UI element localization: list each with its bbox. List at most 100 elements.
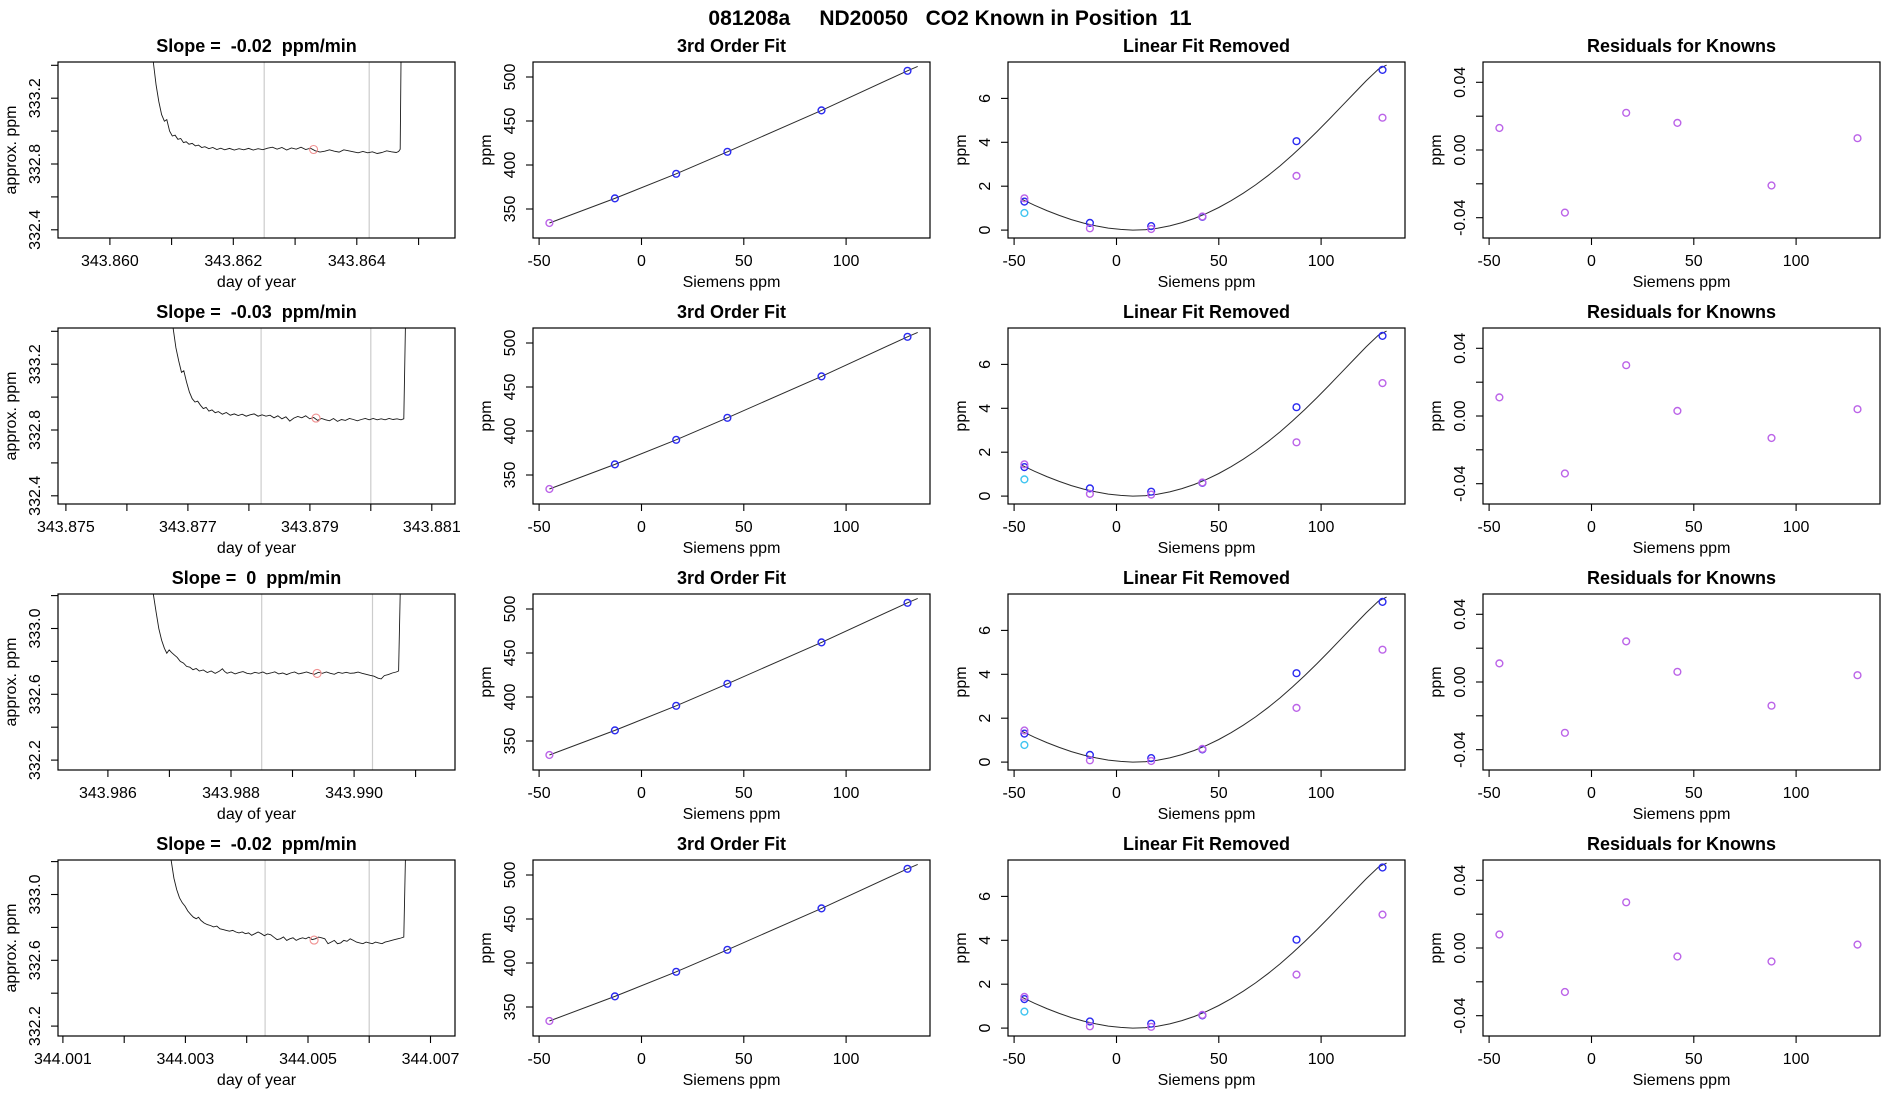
second-sample-marker bbox=[1085, 224, 1095, 233]
y-tick-label: 350 bbox=[502, 462, 519, 489]
x-tick-label: 0 bbox=[1587, 1051, 1596, 1068]
flagged-marker bbox=[1020, 740, 1029, 750]
chart-title: Residuals for Knowns bbox=[1587, 36, 1776, 56]
chart-svg: -50 0 50 100 350 400 450 500 3rd Order Fit Siemen… bbox=[478, 834, 931, 1089]
timeseries-line bbox=[152, 61, 402, 154]
residual-marker bbox=[1853, 405, 1862, 414]
second-sample-marker bbox=[1198, 744, 1207, 754]
y-axis-label: ppm bbox=[953, 134, 970, 165]
y-tick-label: 0.04 bbox=[1452, 865, 1469, 896]
y-axis-label: ppm bbox=[953, 400, 970, 431]
x-tick-label: 343.988 bbox=[202, 785, 260, 802]
plot-frame bbox=[1482, 859, 1881, 1037]
known-marker bbox=[723, 945, 732, 954]
x-tick-label: -50 bbox=[1003, 519, 1026, 536]
x-tick-label: 344.005 bbox=[279, 1051, 337, 1068]
residual-marker bbox=[1673, 406, 1682, 416]
flagged-marker bbox=[1020, 1007, 1029, 1016]
plot-frame bbox=[532, 593, 931, 771]
x-tick-label: 100 bbox=[833, 519, 860, 536]
fit-curve bbox=[549, 65, 918, 224]
measured-marker bbox=[1147, 487, 1156, 496]
second-sample-marker bbox=[1020, 194, 1029, 203]
chart-r1-third-order-fit: -50 0 50 100 350 400 450 500 3rd Order Fit Siemen… bbox=[475, 34, 950, 300]
y-tick-label: 450 bbox=[502, 906, 519, 933]
chart-svg: 343.986 343.988 343.990 332.2 332.6 333.0 Slop… bbox=[3, 568, 456, 823]
y-axis-label: ppm bbox=[953, 932, 970, 963]
y-tick-label: 350 bbox=[502, 196, 519, 223]
x-tick-label: 0 bbox=[1112, 785, 1121, 802]
second-sample-marker bbox=[1020, 992, 1029, 1002]
y-tick-label: -0.04 bbox=[1452, 731, 1469, 768]
known-marker bbox=[672, 701, 681, 710]
fit-curve bbox=[549, 597, 918, 756]
chart-title: 3rd Order Fit bbox=[677, 302, 786, 322]
x-tick-label: 0 bbox=[637, 519, 646, 536]
chart-title: Linear Fit Removed bbox=[1123, 568, 1290, 588]
y-axis-label: ppm bbox=[1428, 400, 1445, 431]
chart-svg: -50 0 50 100 -0.04 0.00 0.04 Residuals for Know… bbox=[1428, 36, 1881, 291]
x-axis-label: Siemens ppm bbox=[683, 1072, 781, 1089]
x-tick-label: 0 bbox=[637, 253, 646, 270]
x-tick-label: 0 bbox=[637, 785, 646, 802]
known-marker bbox=[672, 169, 681, 178]
chart-r3-residuals-for-knowns: -50 0 50 100 -0.04 0.00 0.04 Residuals for Know… bbox=[1425, 566, 1900, 832]
chart-svg: -50 0 50 100 0 2 4 6 Linear Fit Removed Siemens p… bbox=[953, 834, 1406, 1089]
x-tick-label: 0 bbox=[1587, 253, 1596, 270]
residual-marker bbox=[1767, 181, 1776, 190]
chart-svg: -50 0 50 100 -0.04 0.00 0.04 Residuals for Know… bbox=[1428, 834, 1881, 1089]
residual-marker bbox=[1495, 659, 1504, 668]
fit-curve bbox=[1022, 330, 1387, 497]
x-tick-label: 50 bbox=[735, 253, 753, 270]
second-sample-marker bbox=[1147, 756, 1156, 766]
chart-title: 3rd Order Fit bbox=[677, 834, 786, 854]
known-marker bbox=[610, 194, 620, 203]
x-tick-label: 100 bbox=[1308, 1051, 1335, 1068]
x-tick-label: 0 bbox=[1112, 519, 1121, 536]
y-tick-label: 6 bbox=[977, 360, 994, 369]
x-tick-label: 344.007 bbox=[402, 1051, 460, 1068]
residual-marker bbox=[1495, 930, 1504, 939]
x-axis-label: Siemens ppm bbox=[1158, 806, 1256, 823]
y-tick-label: 350 bbox=[502, 728, 519, 755]
x-tick-label: 343.879 bbox=[281, 519, 339, 536]
x-tick-label: -50 bbox=[1478, 519, 1501, 536]
known-marker bbox=[610, 460, 620, 469]
second-sample-marker bbox=[1147, 490, 1156, 499]
y-tick-label: 332.6 bbox=[27, 940, 44, 980]
x-tick-label: 343.877 bbox=[159, 519, 217, 536]
second-sample-marker bbox=[1198, 1010, 1207, 1020]
y-tick-label: 6 bbox=[977, 94, 994, 103]
second-sample-marker bbox=[1020, 726, 1029, 735]
known-marker bbox=[817, 904, 826, 913]
chart-r3-linear-fit-removed: -50 0 50 100 0 2 4 6 Linear Fit Removed Siemens p… bbox=[950, 566, 1425, 832]
y-axis-label: approx. ppm bbox=[3, 372, 20, 461]
x-tick-label: 0 bbox=[1112, 1051, 1121, 1068]
x-axis-label: Siemens ppm bbox=[683, 806, 781, 823]
chart-r1-slope-timeseries: 343.860 343.862 343.864 332.4 332.8 333.2 Slop… bbox=[0, 34, 475, 300]
plot-frame bbox=[532, 859, 931, 1037]
y-tick-label: 350 bbox=[502, 994, 519, 1021]
chart-grid: 343.860 343.862 343.864 332.4 332.8 333.2 Slop… bbox=[0, 34, 1900, 1098]
chart-svg: 344.001 344.003 344.005 344.007 332.2 332.6 33… bbox=[3, 834, 460, 1089]
known-marker bbox=[545, 218, 554, 228]
y-axis-label: ppm bbox=[1428, 932, 1445, 963]
residual-marker bbox=[1622, 361, 1631, 370]
x-axis-label: Siemens ppm bbox=[683, 540, 781, 557]
chart-r4-residuals-for-knowns: -50 0 50 100 -0.04 0.00 0.04 Residuals for Know… bbox=[1425, 832, 1900, 1098]
residual-marker bbox=[1560, 208, 1570, 217]
chart-r2-slope-timeseries: 343.875 343.877 343.879 343.881 332.4 332.8 33… bbox=[0, 300, 475, 566]
chart-r2-residuals-for-knowns: -50 0 50 100 -0.04 0.00 0.04 Residuals for Know… bbox=[1425, 300, 1900, 566]
residual-marker bbox=[1767, 701, 1776, 710]
y-tick-label: 500 bbox=[502, 862, 519, 889]
x-tick-label: -50 bbox=[1003, 1051, 1026, 1068]
x-tick-label: 343.990 bbox=[325, 785, 383, 802]
window-center-marker bbox=[309, 935, 319, 945]
chart-svg: -50 0 50 100 350 400 450 500 3rd Order Fit Siemen… bbox=[478, 36, 931, 291]
y-axis-label: ppm bbox=[478, 666, 495, 697]
chart-title: Slope = -0.02 ppm/min bbox=[156, 36, 357, 56]
known-marker bbox=[723, 147, 732, 156]
x-tick-label: 0 bbox=[1112, 253, 1121, 270]
x-tick-label: -50 bbox=[1003, 785, 1026, 802]
x-axis-label: Siemens ppm bbox=[1158, 1072, 1256, 1089]
